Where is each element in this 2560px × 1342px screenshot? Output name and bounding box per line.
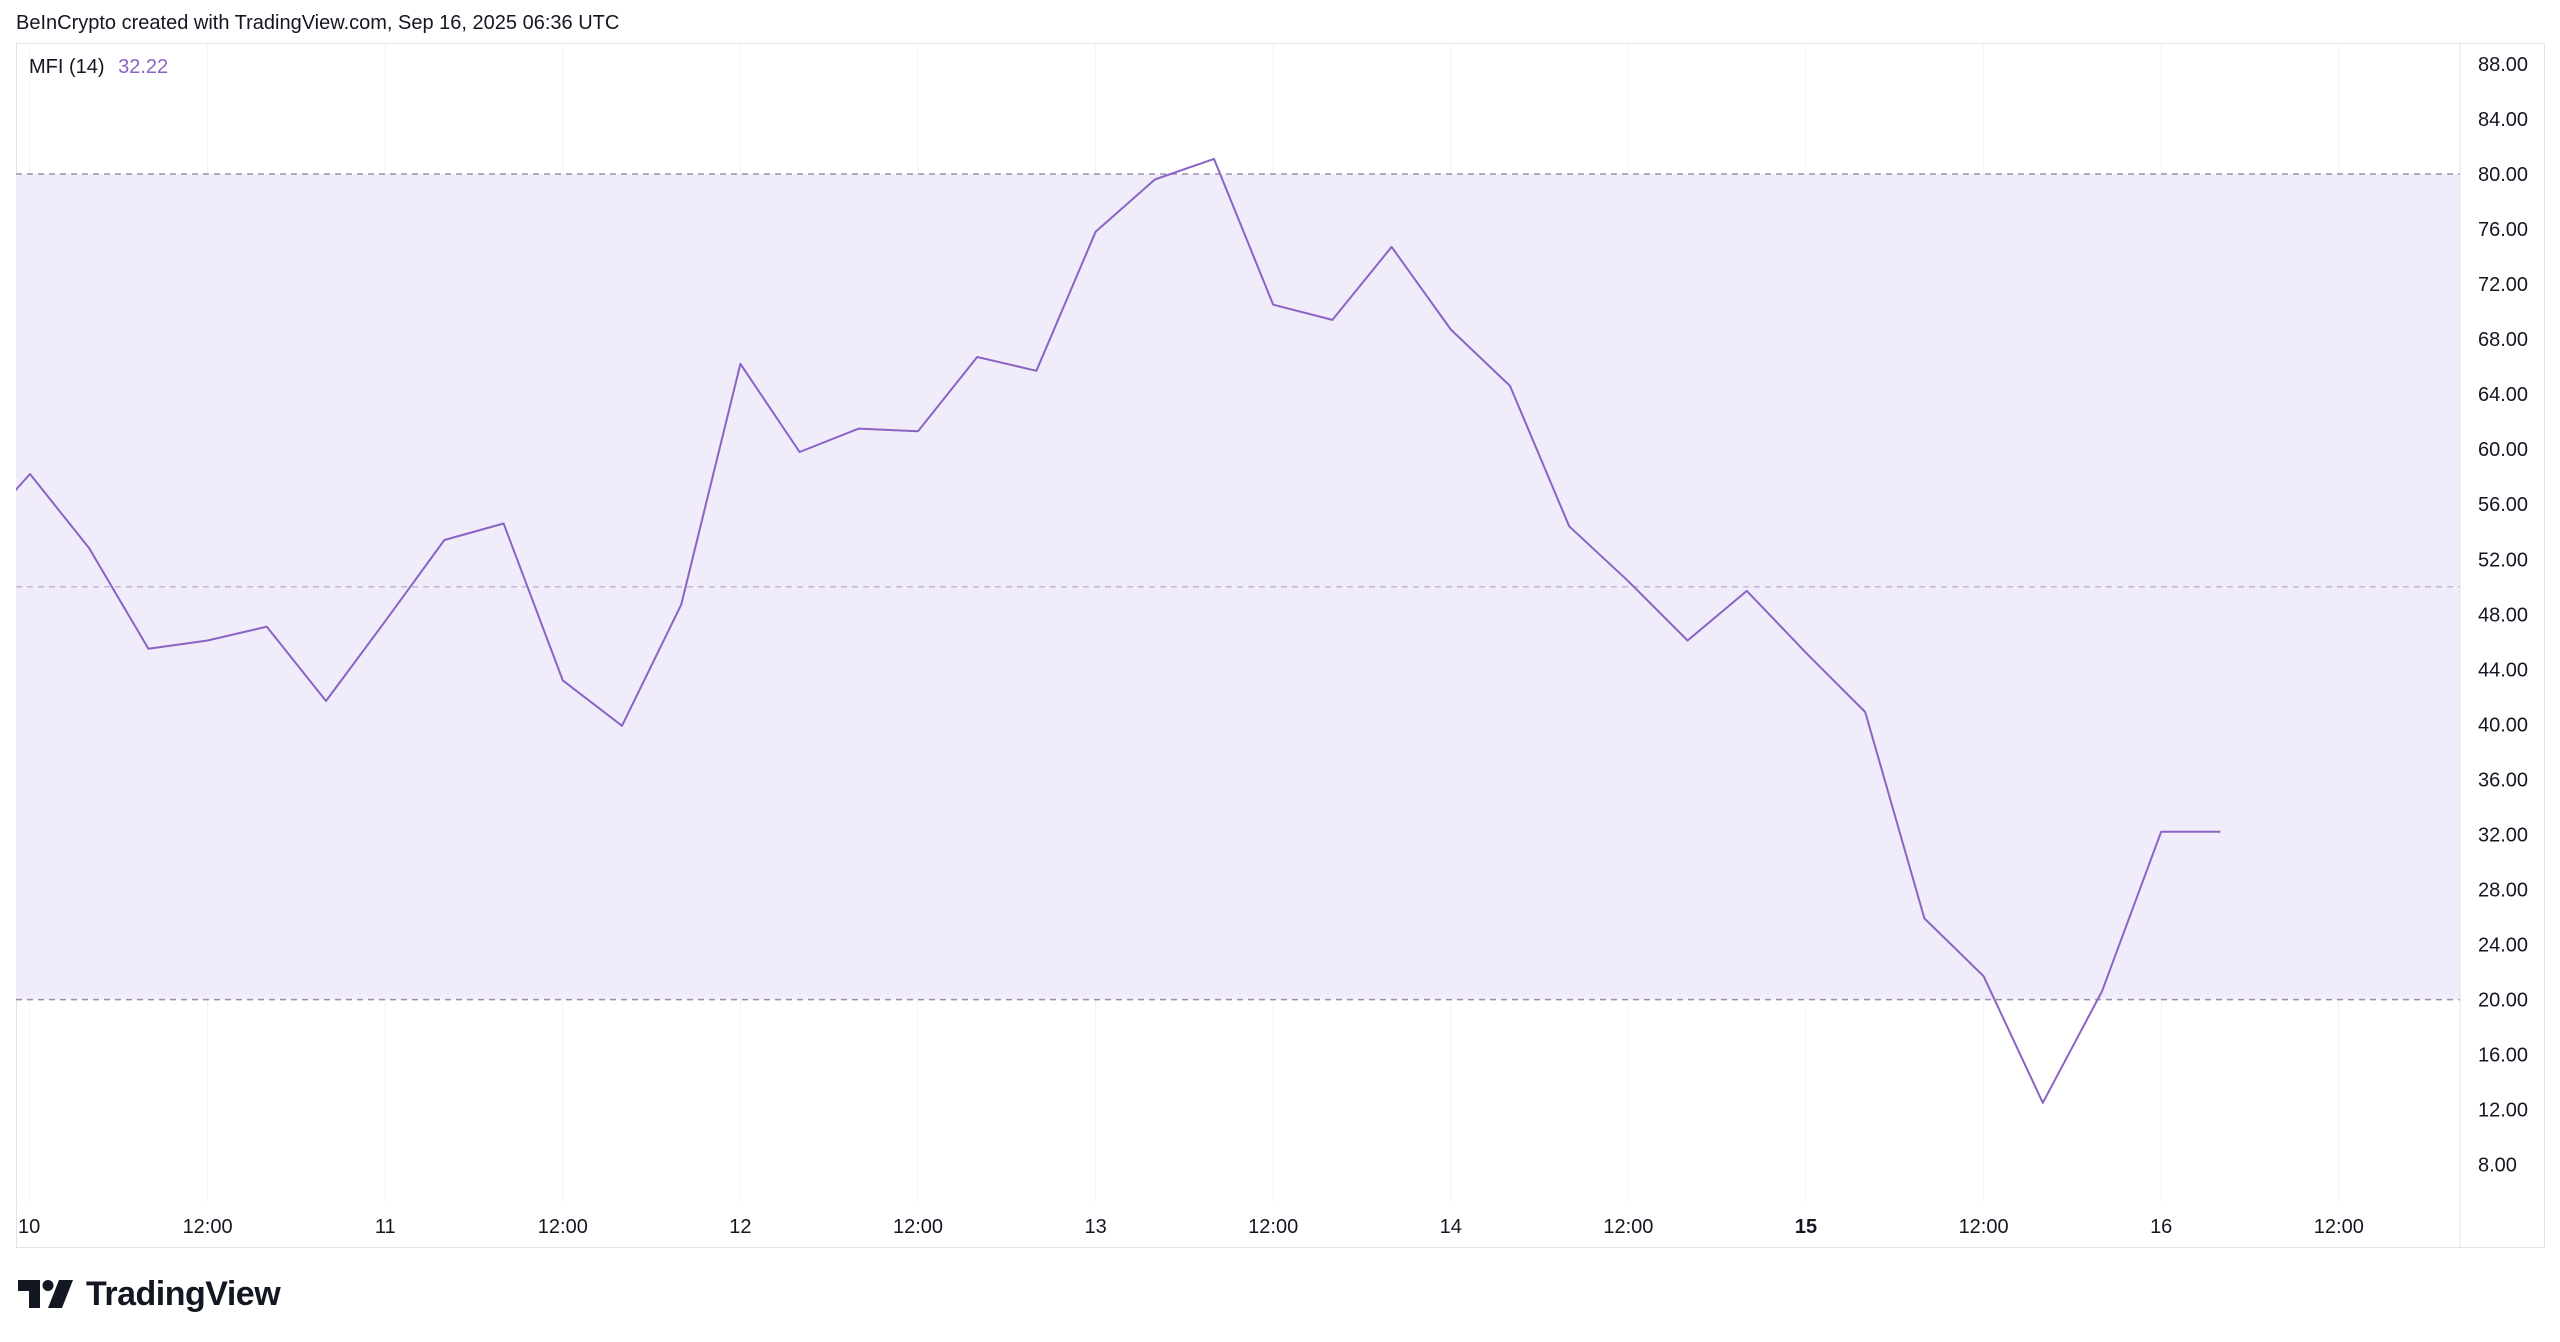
y-axis-tick-label: 48.00	[2478, 604, 2528, 626]
x-axis-tick-label: 14	[1440, 1216, 1462, 1238]
y-axis-tick-label: 64.00	[2478, 384, 2528, 406]
x-axis-tick-label: 12:00	[893, 1216, 943, 1238]
y-axis-tick-label: 72.00	[2478, 274, 2528, 296]
tradingview-logo-icon	[18, 1279, 73, 1308]
indicator-name: MFI (14)	[29, 56, 105, 78]
x-axis-tick-label: 12	[729, 1216, 751, 1238]
y-axis-tick-label: 24.00	[2478, 935, 2528, 957]
mfi-series-line	[16, 157, 2221, 1104]
y-axis-tick-label: 12.00	[2478, 1100, 2528, 1122]
y-axis-tick-label: 36.00	[2478, 769, 2528, 791]
indicator-value: 32.22	[118, 56, 169, 78]
x-axis-tick-label: 12:00	[1248, 1216, 1298, 1238]
x-axis-tick-label: 12:00	[2314, 1216, 2364, 1238]
y-axis-tick-label: 56.00	[2478, 494, 2528, 516]
x-axis-tick-label: 12:00	[1603, 1216, 1653, 1238]
indicator-legend[interactable]: MFI (14) 32.22	[29, 56, 168, 79]
y-axis-tick-label: 8.00	[2478, 1155, 2517, 1177]
y-axis-tick-label: 40.00	[2478, 714, 2528, 736]
x-axis-tick-label: 12:00	[538, 1216, 588, 1238]
tradingview-logo-text: TradingView	[86, 1275, 281, 1313]
y-axis-tick-label: 76.00	[2478, 219, 2528, 241]
x-axis-tick-label: 12:00	[183, 1216, 233, 1238]
tradingview-logo[interactable]: TradingView	[18, 1275, 281, 1314]
y-axis-tick-label: 88.00	[2478, 54, 2528, 76]
y-axis-tick-label: 28.00	[2478, 880, 2528, 902]
y-axis-tick-label: 60.00	[2478, 439, 2528, 461]
x-axis-tick-label: 16	[2150, 1216, 2172, 1238]
y-axis-tick-label: 44.00	[2478, 659, 2528, 681]
chart-attribution: BeInCrypto created with TradingView.com,…	[16, 12, 620, 34]
x-axis-tick-label: 10	[18, 1216, 40, 1238]
y-axis-tick-label: 84.00	[2478, 109, 2528, 131]
x-axis-tick-label: 13	[1084, 1216, 1106, 1238]
x-axis-tick-label: 15	[1795, 1216, 1817, 1238]
x-axis-tick-label: 12:00	[1959, 1216, 2009, 1238]
y-axis-tick-label: 68.00	[2478, 329, 2528, 351]
x-axis-tick-label: 11	[375, 1216, 396, 1238]
y-axis-tick-label: 32.00	[2478, 824, 2528, 846]
y-axis-tick-label: 20.00	[2478, 990, 2528, 1012]
y-axis-tick-label: 16.00	[2478, 1045, 2528, 1067]
y-axis-tick-label: 80.00	[2478, 164, 2528, 186]
y-axis-tick-label: 52.00	[2478, 549, 2528, 571]
